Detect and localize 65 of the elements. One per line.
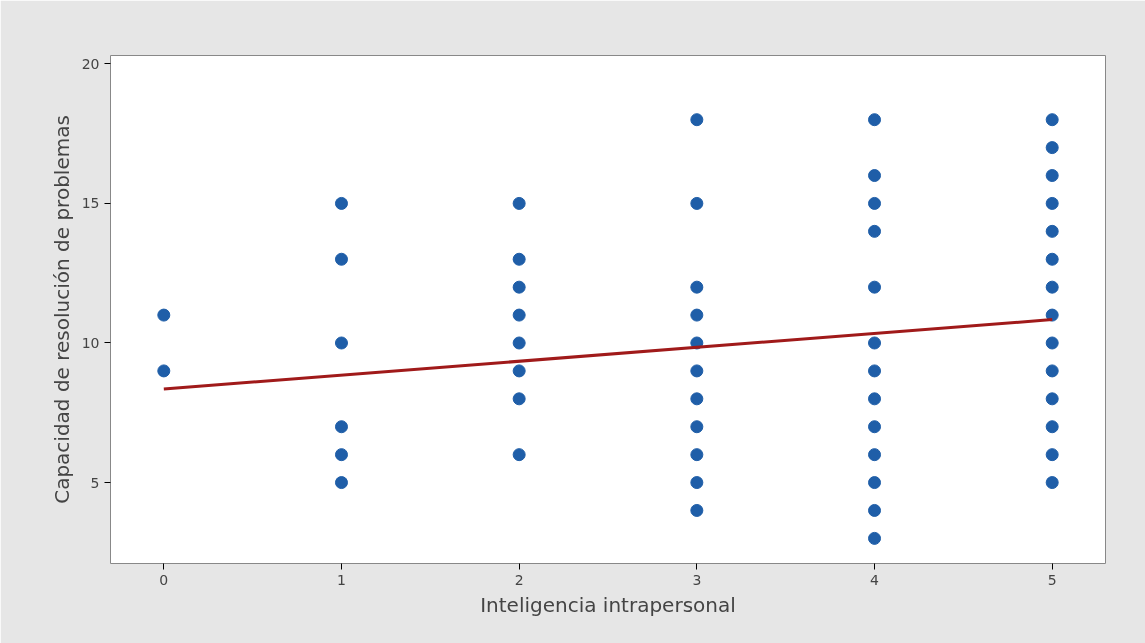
point — [868, 503, 882, 517]
point — [868, 169, 882, 183]
point — [334, 196, 348, 210]
point — [868, 336, 882, 350]
point — [1045, 141, 1059, 155]
x-tick-label: 0 — [159, 571, 169, 588]
point — [512, 308, 526, 322]
point — [1045, 336, 1059, 350]
point — [512, 280, 526, 294]
point — [334, 448, 348, 462]
point — [690, 448, 704, 462]
x-tick-label: 2 — [514, 571, 524, 588]
point — [1045, 169, 1059, 183]
point — [868, 280, 882, 294]
point — [1045, 392, 1059, 406]
point — [1045, 364, 1059, 378]
point — [1045, 476, 1059, 490]
point — [690, 392, 704, 406]
point — [868, 196, 882, 210]
point — [690, 196, 704, 210]
point — [868, 420, 882, 434]
point — [1045, 420, 1059, 434]
point — [1045, 448, 1059, 462]
point — [334, 420, 348, 434]
y-axis-title: Capacidad de resolución de problemas — [49, 115, 74, 504]
point — [157, 364, 171, 378]
point — [868, 392, 882, 406]
point — [868, 224, 882, 238]
point — [512, 364, 526, 378]
y-tick-label: 15 — [81, 195, 100, 212]
point — [512, 336, 526, 350]
point — [690, 280, 704, 294]
point — [690, 476, 704, 490]
point — [512, 448, 526, 462]
x-tick-label: 4 — [870, 571, 880, 588]
point — [868, 364, 882, 378]
point — [690, 420, 704, 434]
x-axis-title: Inteligencia intrapersonal — [480, 592, 736, 617]
point — [1045, 308, 1059, 322]
point — [868, 531, 882, 545]
point — [868, 113, 882, 127]
y-tick-label: 20 — [81, 55, 100, 72]
point — [690, 308, 704, 322]
point — [157, 308, 171, 322]
point — [1045, 113, 1059, 127]
point — [512, 196, 526, 210]
point — [1045, 224, 1059, 238]
point — [690, 364, 704, 378]
point — [334, 336, 348, 350]
y-tick-label: 5 — [90, 474, 100, 491]
y-tick-label: 10 — [81, 334, 100, 351]
point — [334, 476, 348, 490]
x-tick-label: 5 — [1047, 571, 1057, 588]
point — [334, 252, 348, 266]
point — [512, 392, 526, 406]
point — [1045, 196, 1059, 210]
point — [512, 252, 526, 266]
point — [1045, 280, 1059, 294]
point — [690, 503, 704, 517]
x-tick-label: 3 — [692, 571, 702, 588]
point — [1045, 252, 1059, 266]
x-tick-label: 1 — [337, 571, 346, 588]
point — [868, 448, 882, 462]
point — [690, 113, 704, 127]
point — [868, 476, 882, 490]
